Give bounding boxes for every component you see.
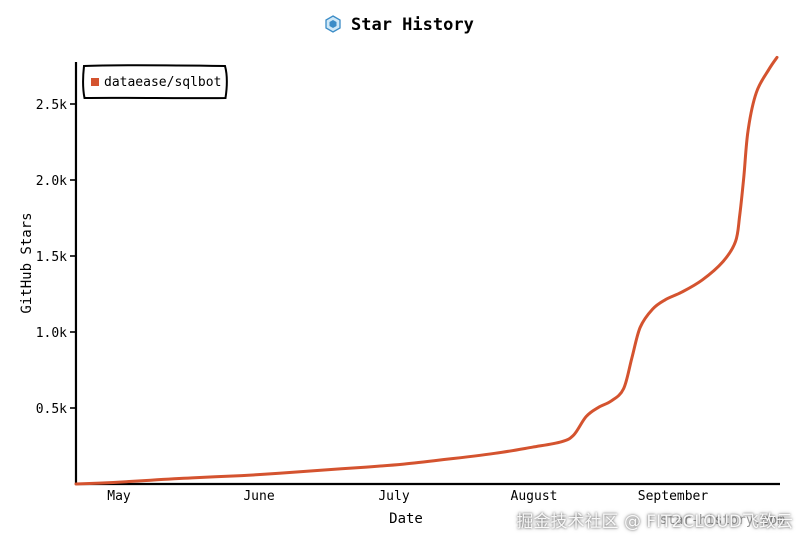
legend-swatch — [91, 78, 99, 86]
y-tick-marks — [70, 103, 76, 409]
y-axis-label: GitHub Stars — [19, 212, 35, 313]
watermark: 掘金技术社区 @ FIT2CLOUD飞致云 — [516, 512, 793, 532]
x-tick-label: June — [243, 489, 274, 504]
x-tick-label: August — [511, 489, 558, 504]
y-tick-label: 1.5k — [36, 250, 67, 265]
series-line-dataease-sqlbot — [74, 55, 779, 486]
chart-title: Star History — [351, 15, 474, 35]
star-history-icon — [325, 15, 341, 33]
y-tick-labels: 0.5k 1.0k 1.5k 2.0k 2.5k — [36, 98, 67, 417]
legend-label: dataease/sqlbot — [104, 75, 221, 90]
y-tick-label: 2.0k — [36, 174, 67, 189]
y-tick-label: 0.5k — [36, 402, 67, 417]
y-tick-label: 1.0k — [36, 326, 67, 341]
x-tick-label: September — [638, 489, 709, 504]
x-tick-label: July — [378, 489, 409, 504]
legend: dataease/sqlbot — [82, 64, 228, 100]
x-tick-label: May — [107, 489, 131, 504]
legend-box — [82, 64, 228, 100]
x-tick-labels: May June July August September — [107, 489, 708, 504]
source-label: star-history.com — [659, 513, 785, 528]
x-axis-label: Date — [389, 511, 423, 527]
chart-title-group: Star History — [325, 15, 474, 35]
y-tick-label: 2.5k — [36, 98, 67, 113]
